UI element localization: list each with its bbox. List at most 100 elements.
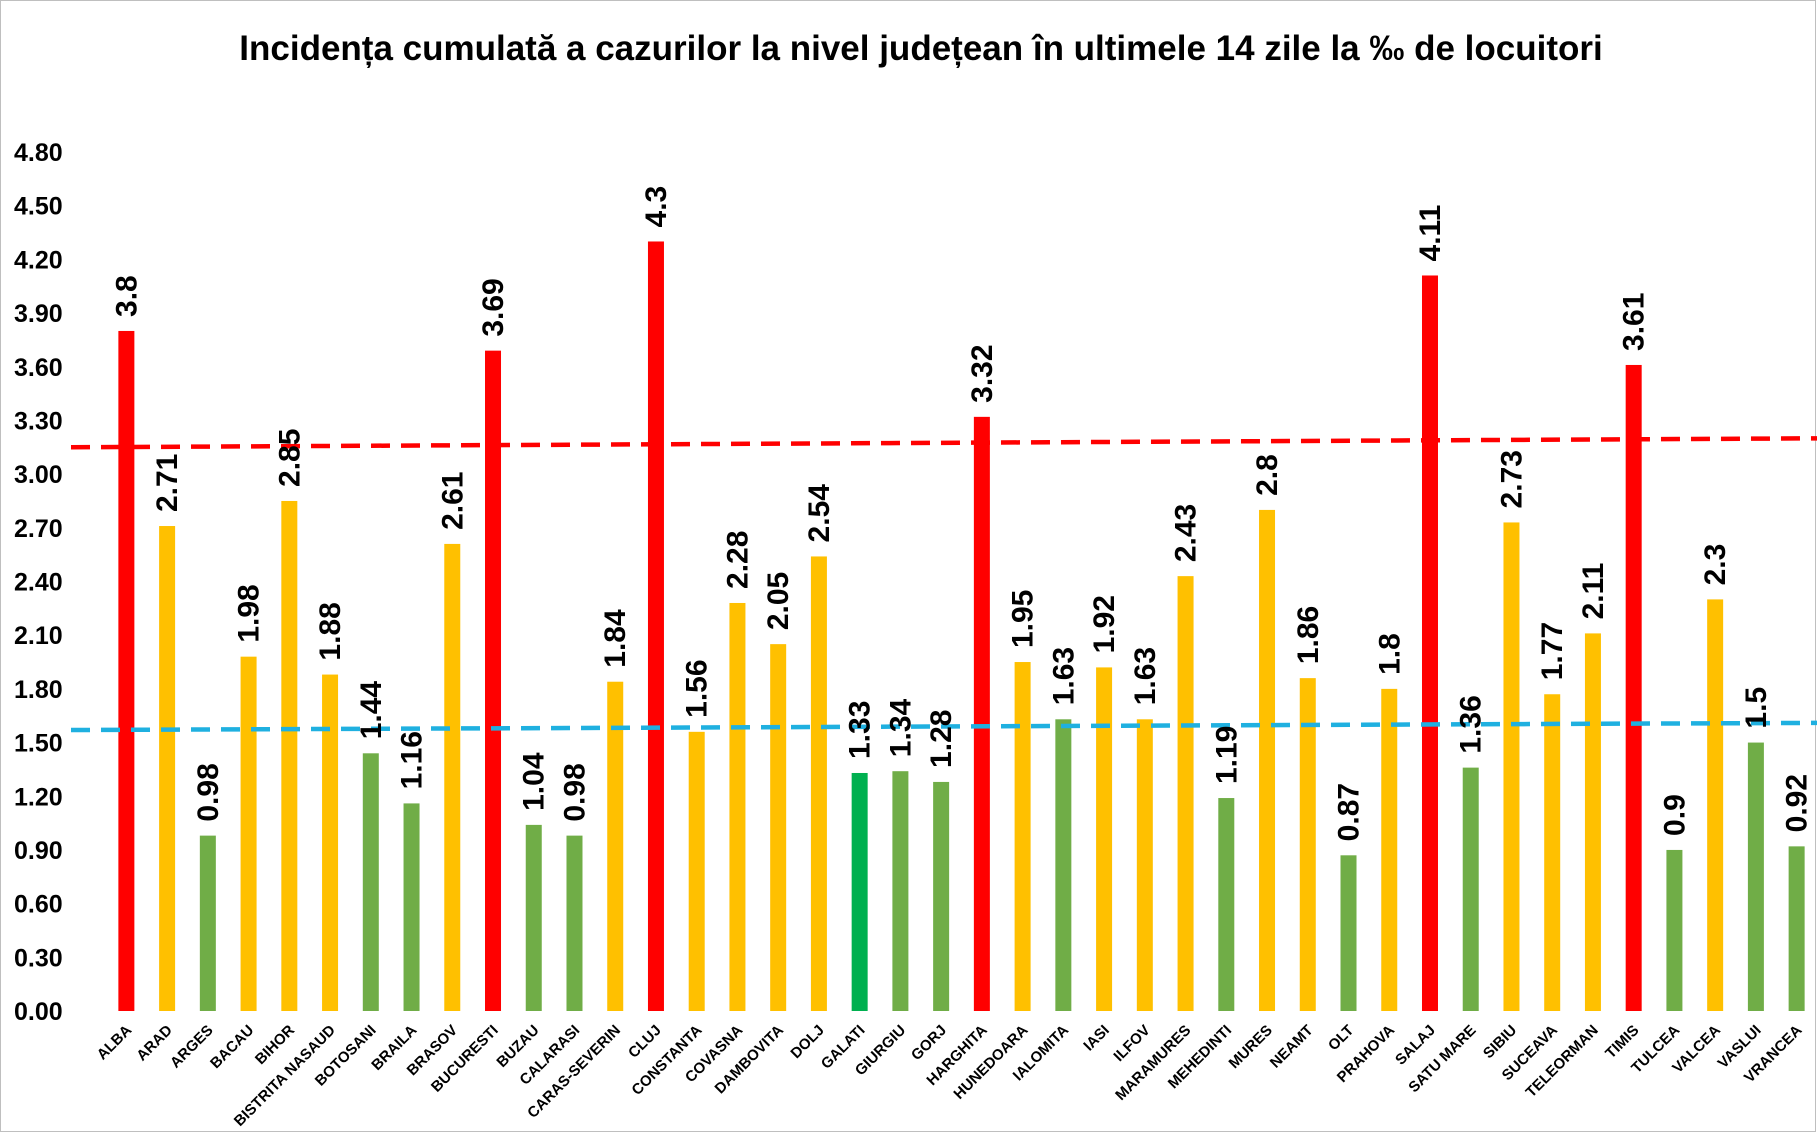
y-tick-label: 1.20 (14, 783, 63, 811)
data-label: 2.8 (1251, 454, 1284, 496)
y-tick-label: 1.50 (14, 730, 63, 758)
data-label: 2.85 (273, 429, 306, 487)
data-label: 2.71 (151, 454, 184, 512)
data-label: 1.28 (925, 710, 958, 768)
bar (566, 835, 583, 1011)
bar (1177, 576, 1194, 1011)
x-category-label: MURES (1226, 1022, 1276, 1072)
bar (1014, 662, 1031, 1011)
x-category-label: ALBA (94, 1022, 136, 1064)
bar (118, 330, 135, 1011)
data-label: 1.44 (355, 681, 388, 740)
data-label: 2.61 (436, 472, 469, 530)
x-category-label: TELEORMAN (1523, 1022, 1602, 1101)
bar (851, 772, 868, 1011)
bar (688, 731, 705, 1011)
bar (933, 781, 950, 1011)
bar (1381, 688, 1398, 1011)
data-label: 1.77 (1536, 622, 1569, 680)
bar (322, 674, 339, 1011)
data-label: 1.63 (1129, 647, 1162, 705)
data-label: 0.87 (1333, 783, 1366, 841)
data-label: 2.54 (803, 484, 836, 543)
data-label: 2.73 (1495, 450, 1528, 508)
data-label: 1.19 (1210, 726, 1243, 784)
data-label: 1.56 (681, 659, 714, 717)
bar (1259, 509, 1276, 1011)
data-label: 1.63 (1047, 647, 1080, 705)
data-label: 1.34 (884, 698, 917, 757)
bar (1666, 849, 1683, 1011)
x-category-label: NEAMT (1267, 1022, 1317, 1072)
y-tick-label: 4.50 (14, 193, 63, 221)
y-tick-label: 4.20 (14, 246, 63, 274)
x-category-label: BACAU (207, 1022, 257, 1072)
bar (1055, 719, 1072, 1011)
data-label: 1.92 (1088, 595, 1121, 653)
data-label: 1.5 (1740, 687, 1773, 729)
bar (892, 771, 909, 1011)
data-label: 0.98 (558, 763, 591, 821)
data-label: 1.88 (314, 602, 347, 660)
data-label: 1.16 (396, 731, 429, 789)
bar (199, 835, 216, 1011)
bars (118, 241, 1805, 1011)
data-label: 1.98 (233, 584, 266, 642)
y-tick-label: 2.70 (14, 515, 63, 543)
data-label: 1.04 (518, 752, 551, 811)
y-tick-label: 0.00 (14, 998, 63, 1026)
chart-title: Incidența cumulată a cazurilor la nivel … (239, 29, 1603, 68)
bar (525, 824, 542, 1011)
y-tick-label: 4.80 (14, 139, 63, 167)
bar (1503, 522, 1520, 1011)
data-label: 1.84 (599, 609, 632, 668)
data-label: 4.11 (1414, 205, 1447, 262)
bar (1096, 667, 1113, 1011)
bar (403, 803, 420, 1011)
bar (1544, 694, 1561, 1011)
y-tick-label: 1.80 (14, 676, 63, 704)
y-tick-label: 2.10 (14, 622, 63, 650)
bar (159, 526, 176, 1011)
data-label: 0.98 (192, 763, 225, 821)
data-label: 1.86 (1292, 606, 1325, 664)
bar (1421, 275, 1438, 1011)
bar (485, 350, 502, 1011)
bar (607, 681, 624, 1011)
data-label: 0.9 (1658, 794, 1691, 836)
bar (281, 500, 298, 1011)
bar (973, 416, 990, 1011)
bar (810, 556, 827, 1011)
bar (362, 753, 379, 1011)
y-tick-label: 3.60 (14, 354, 63, 382)
bar (1584, 633, 1601, 1011)
data-label: 1.36 (1455, 695, 1488, 753)
bar (1218, 798, 1235, 1011)
bar (647, 241, 664, 1011)
bar (1788, 846, 1805, 1011)
reference-line (70, 436, 1817, 450)
data-label: 2.28 (721, 531, 754, 589)
bar (1462, 767, 1479, 1011)
data-label: 1.33 (844, 701, 877, 759)
y-tick-label: 2.40 (14, 569, 63, 597)
y-tick-label: 3.30 (14, 407, 63, 435)
data-label: 1.8 (1373, 633, 1406, 675)
reference-line (70, 720, 1817, 733)
data-label: 4.3 (640, 186, 673, 228)
bar (1299, 678, 1316, 1011)
x-category-label: IASI (1080, 1022, 1113, 1055)
data-label: 3.8 (110, 275, 143, 317)
bar (1747, 742, 1764, 1011)
data-labels: 3.8 2.71 0.98 1.98 2.85 1.881.441.16 2.61 3.69 1… (110, 186, 1813, 842)
data-label: 2.43 (1170, 504, 1203, 562)
x-category-label: ARGES (167, 1022, 217, 1072)
data-label: 2.11 (1577, 563, 1610, 620)
bar (444, 543, 461, 1011)
bar (1625, 364, 1642, 1011)
data-label: 2.05 (762, 572, 795, 630)
bar (770, 644, 787, 1011)
